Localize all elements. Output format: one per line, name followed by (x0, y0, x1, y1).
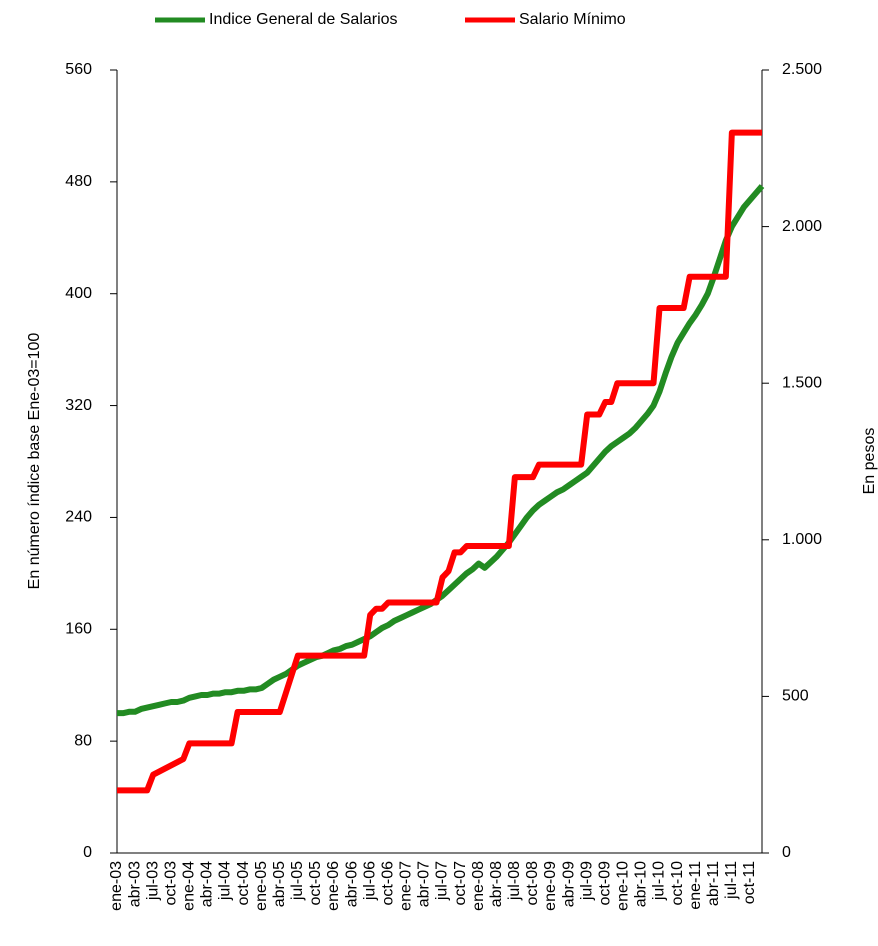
x-tick-label: ene-05 (253, 861, 270, 911)
x-tick-label: abr-10 (633, 861, 650, 907)
x-tick-label: oct-04 (235, 861, 252, 906)
legend-label: Salario Mínimo (519, 11, 626, 28)
y-tick-label: 400 (65, 285, 92, 302)
y2-axis-title: En pesos (861, 428, 878, 495)
y2-tick-label: 2.500 (782, 61, 822, 78)
x-tick-label: abr-06 (343, 861, 360, 907)
x-tick-label: jul-11 (723, 861, 740, 900)
x-tick-label: abr-04 (199, 861, 216, 907)
legend-label: Indice General de Salarios (209, 11, 398, 28)
y-tick-label: 240 (65, 509, 92, 526)
x-tick-label: oct-10 (669, 861, 686, 906)
x-tick-label: jul-10 (651, 861, 668, 901)
x-tick-label: jul-08 (506, 861, 523, 901)
x-tick-label: ene-06 (325, 861, 342, 911)
x-tick-label: abr-05 (271, 861, 288, 907)
x-tick-label: oct-08 (524, 861, 541, 906)
x-tick-label: oct-11 (741, 861, 758, 904)
y2-tick-label: 0 (782, 844, 791, 861)
x-tick-label: jul-09 (578, 861, 595, 901)
y-tick-label: 80 (74, 732, 92, 749)
x-tick-label: ene-04 (181, 861, 198, 911)
x-tick-label: abr-07 (416, 861, 433, 907)
x-tick-label: abr-08 (488, 861, 505, 907)
y2-tick-label: 500 (782, 688, 809, 705)
x-tick-label: oct-09 (596, 861, 613, 906)
x-tick-label: ene-07 (398, 861, 415, 911)
y-tick-label: 160 (65, 621, 92, 638)
y2-tick-label: 1.500 (782, 374, 822, 391)
x-tick-label: jul-05 (289, 861, 306, 901)
x-tick-label: ene-09 (542, 861, 559, 911)
y-tick-label: 560 (65, 61, 92, 78)
series-line (117, 129, 762, 794)
x-tick-label: ene-10 (615, 861, 632, 911)
x-tick-label: abr-11 (705, 861, 722, 906)
x-tick-label: abr-09 (560, 861, 577, 907)
y-tick-label: 0 (83, 844, 92, 861)
x-tick-label: jul-03 (144, 861, 161, 901)
x-tick-label: jul-06 (361, 861, 378, 901)
y2-tick-label: 2.000 (782, 218, 822, 235)
x-tick-label: oct-07 (452, 861, 469, 906)
x-tick-label: ene-08 (470, 861, 487, 911)
series-line (117, 184, 765, 717)
x-tick-label: oct-03 (162, 861, 179, 906)
y2-tick-label: 1.000 (782, 531, 822, 548)
x-tick-label: oct-06 (379, 861, 396, 906)
x-tick-label: jul-07 (434, 861, 451, 901)
x-tick-label: ene-11 (687, 861, 704, 910)
y-tick-label: 480 (65, 173, 92, 190)
y-axis-title: En número índice base Ene-03=100 (26, 333, 43, 590)
x-tick-label: ene-03 (108, 861, 125, 911)
x-tick-label: jul-04 (217, 861, 234, 901)
x-tick-label: abr-03 (126, 861, 143, 907)
x-tick-label: oct-05 (307, 861, 324, 906)
y-tick-label: 320 (65, 397, 92, 414)
